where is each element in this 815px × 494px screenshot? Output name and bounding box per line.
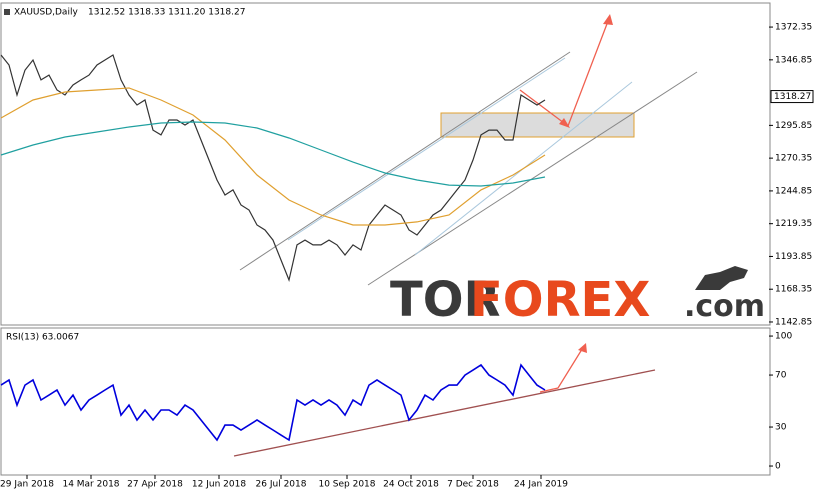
y-tick-label: 1168.35 — [775, 285, 812, 295]
x-tick-label: 7 Dec 2018 — [447, 480, 499, 490]
ohlc-text: 1312.52 1318.33 1311.20 1318.27 — [88, 8, 245, 18]
series-line — [0, 87, 546, 226]
panel-title: RSI(13) 63.0067 — [6, 333, 79, 343]
price-label: 1318.27 — [774, 92, 811, 102]
series-line — [0, 121, 546, 187]
x-tick-label: 29 Jan 2018 — [0, 480, 54, 490]
y-tick-label: 1142.85 — [775, 317, 812, 327]
x-tick-label: 27 Apr 2018 — [127, 480, 183, 490]
channel-line — [287, 57, 566, 241]
y-tick-label: 1219.35 — [775, 219, 812, 229]
bull-icon — [695, 266, 748, 290]
x-tick-label: 24 Oct 2018 — [383, 480, 439, 490]
rsi-panel — [0, 327, 771, 476]
watermark: TOR FOREX .com — [390, 266, 765, 328]
x-tick-label: 14 Mar 2018 — [62, 480, 119, 490]
y-tick-label: 1270.35 — [775, 154, 812, 164]
arrow-head — [578, 343, 587, 353]
annotations — [233, 14, 698, 457]
series-line — [0, 363, 546, 442]
x-tick-label: 10 Sep 2018 — [318, 480, 375, 490]
forecast-arrow — [539, 345, 585, 393]
x-tick-label: 12 Jun 2018 — [192, 480, 246, 490]
y-tick-label: 1244.85 — [775, 186, 812, 196]
zone — [440, 112, 635, 138]
series-line — [0, 54, 546, 283]
y-tick-label: 1346.85 — [775, 55, 812, 65]
channel-line — [239, 51, 571, 271]
watermark-text: FOREX — [470, 272, 650, 328]
title-icon — [4, 9, 10, 15]
price-panel — [0, 2, 771, 326]
price-label-box — [770, 90, 814, 104]
x-tick-label: 26 Jul 2018 — [256, 480, 307, 490]
y-tick-label: 1295.85 — [775, 121, 812, 131]
chart-title: XAUUSD,Daily — [14, 8, 78, 18]
channel-line — [367, 71, 698, 286]
y-tick-label: 1372.35 — [775, 23, 812, 33]
y-tick-label: 30 — [775, 423, 787, 433]
watermark-text: TOR — [390, 272, 501, 328]
y-tick-label: 1193.85 — [775, 252, 812, 262]
watermark-text: .com — [684, 289, 765, 324]
arrow-head — [603, 14, 613, 25]
rsi-trend-line — [233, 369, 656, 457]
arrow-head — [559, 118, 570, 128]
y-tick-label: 0 — [775, 462, 781, 472]
y-tick-label: 100 — [775, 332, 792, 342]
y-tick-label: 70 — [775, 371, 787, 381]
x-tick-label: 24 Jan 2019 — [514, 480, 568, 490]
